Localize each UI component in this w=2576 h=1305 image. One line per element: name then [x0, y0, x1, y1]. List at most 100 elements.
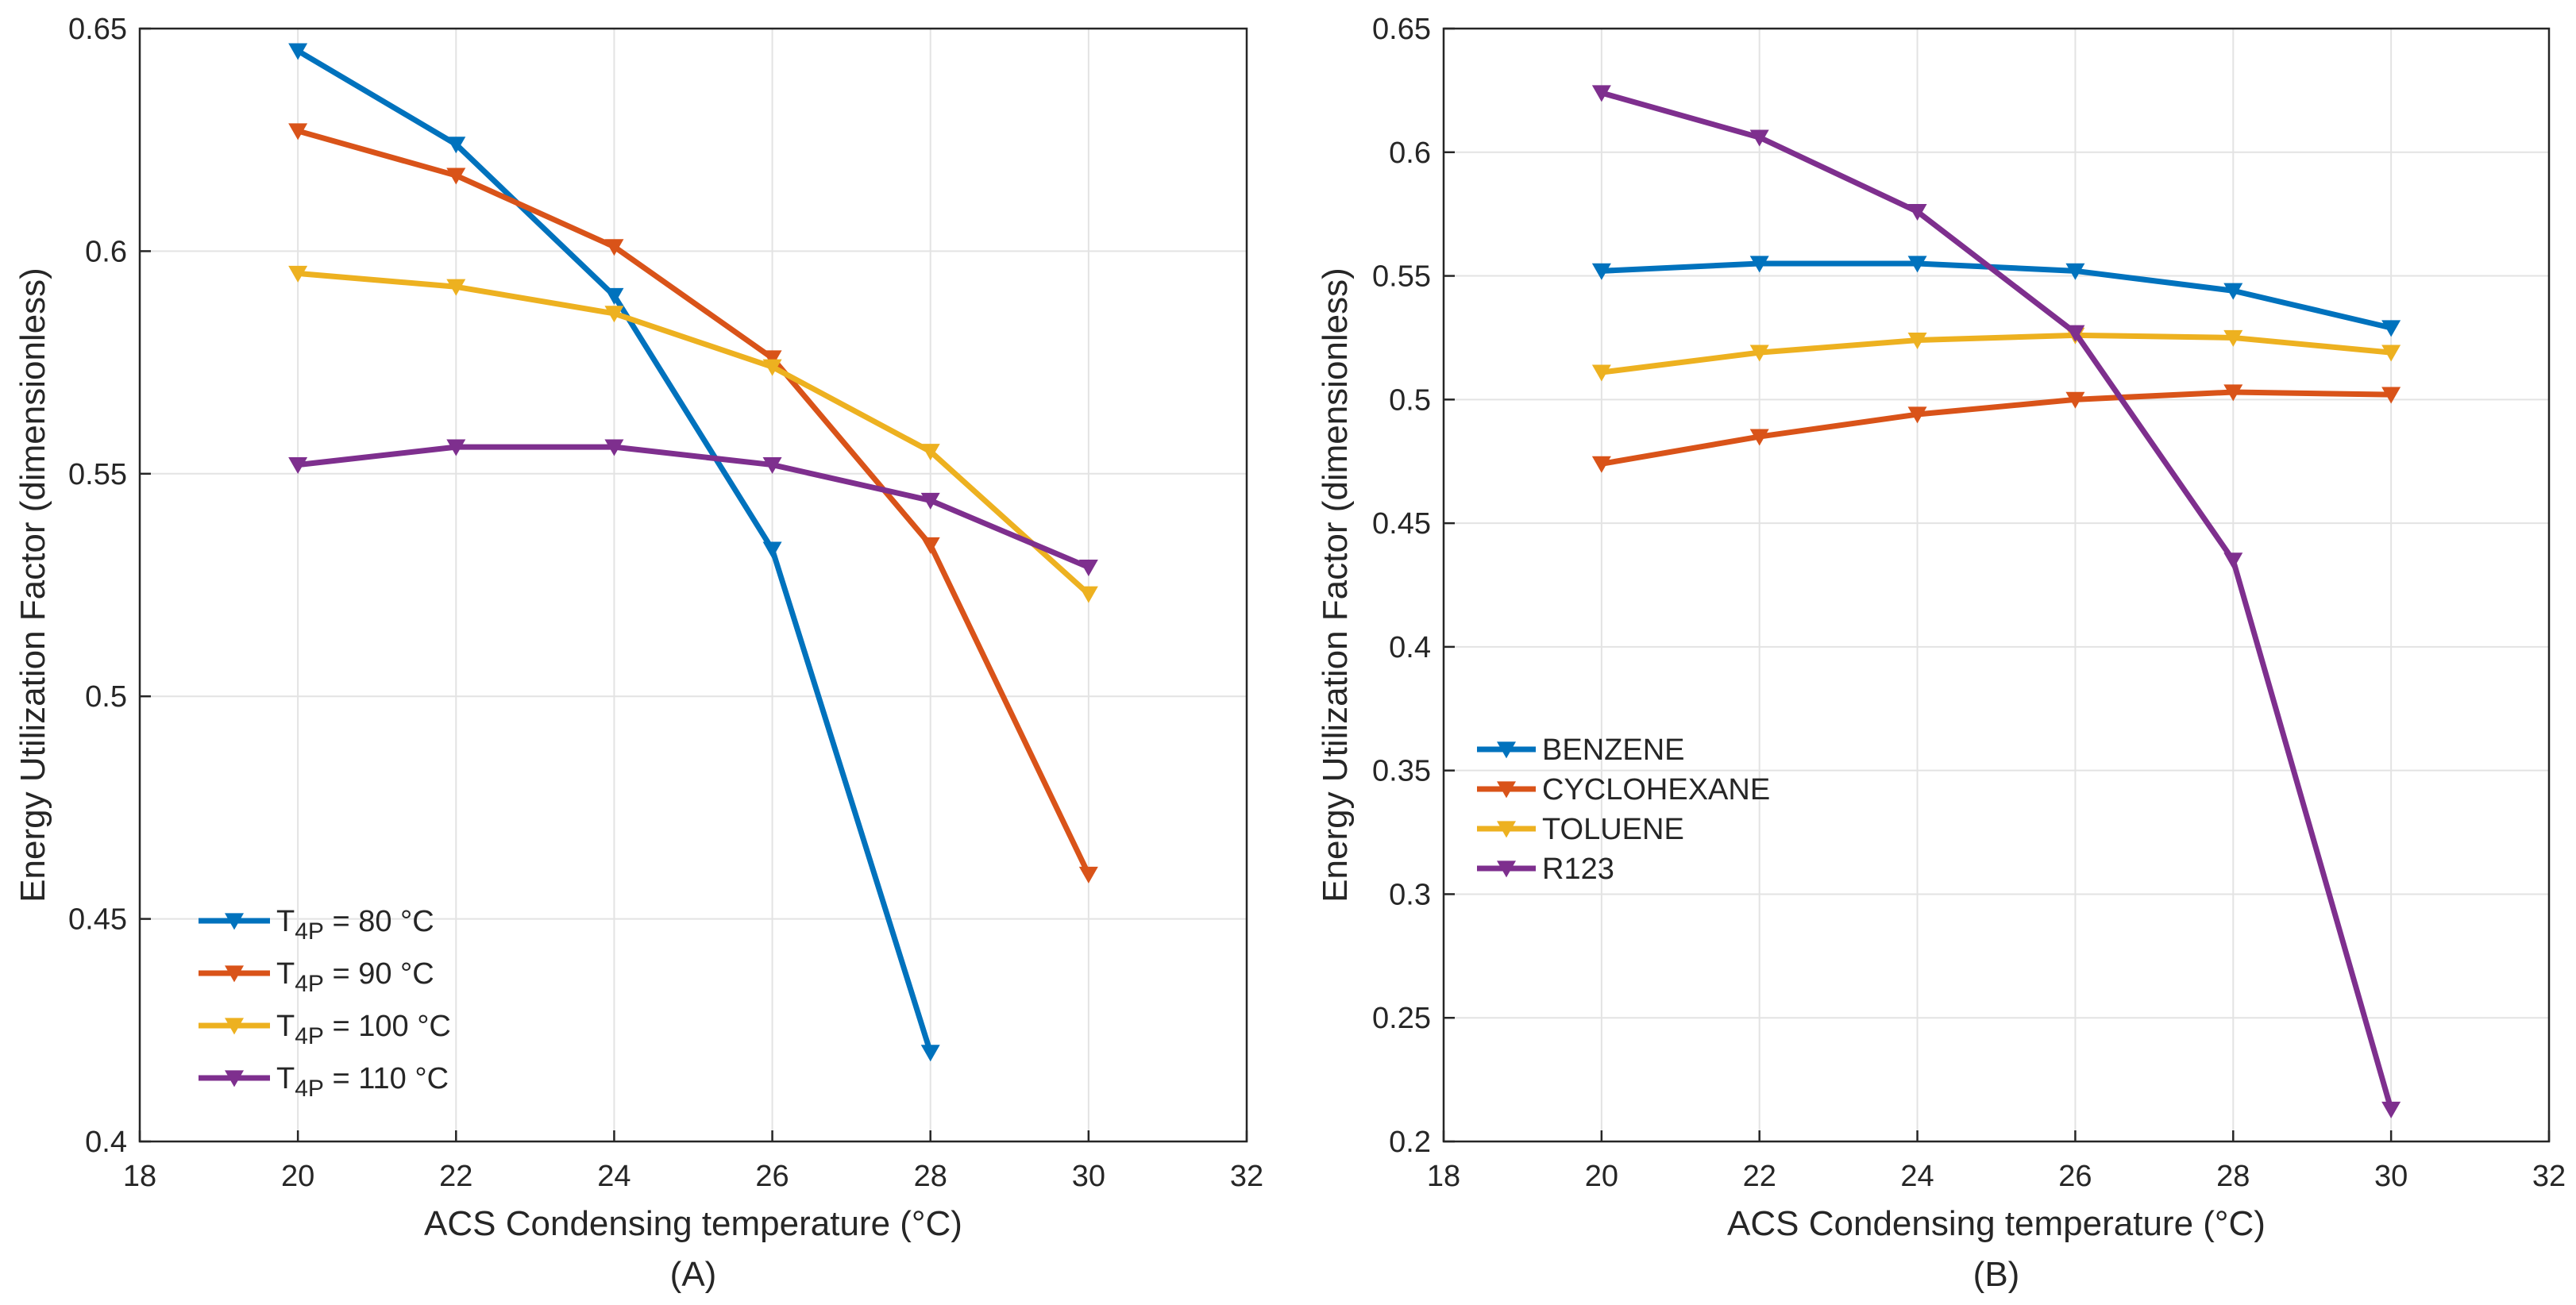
data-point-marker	[2223, 552, 2243, 570]
x-tick-label: 18	[123, 1160, 156, 1193]
series-line	[1598, 389, 2394, 467]
plot-area	[1444, 29, 2549, 1141]
x-tick-label: 18	[1427, 1160, 1460, 1193]
data-point-marker	[1591, 364, 1611, 382]
x-tick-label: 28	[914, 1160, 947, 1193]
legend-marker	[225, 1070, 244, 1088]
legend-entry-label: BENZENE	[1542, 733, 1684, 767]
y-tick-label: 0.5	[85, 680, 127, 714]
data-point-marker	[1749, 345, 1769, 362]
legend-entry-label: T4P = 110 °C	[276, 1062, 449, 1102]
axes-box	[138, 27, 1248, 1143]
legend-marker	[1497, 821, 1516, 838]
series-t4p-110-c	[288, 439, 1098, 576]
x-tick-label: 32	[2532, 1160, 2566, 1193]
y-tick-label: 0.5	[1389, 383, 1431, 417]
data-point-marker	[446, 279, 466, 296]
series-line	[295, 128, 1092, 878]
data-point-marker	[762, 541, 782, 559]
x-tick-label: 30	[1072, 1160, 1105, 1193]
x-tick-label: 22	[1743, 1160, 1776, 1193]
series-line	[1598, 90, 2394, 1112]
data-point-marker	[2381, 320, 2401, 337]
legend-entry-label: T4P = 80 °C	[276, 905, 434, 945]
data-point-marker	[288, 265, 308, 283]
y-tick-label: 0.2	[1389, 1126, 1431, 1159]
x-tick-label: 22	[439, 1160, 472, 1193]
series-r123	[1591, 85, 2401, 1118]
plot-area	[140, 29, 1247, 1141]
data-point-marker	[2065, 263, 2085, 280]
data-point-marker	[1078, 586, 1098, 603]
x-tick-label: 20	[1585, 1160, 1618, 1193]
series-t4p-100-c	[288, 265, 1098, 603]
data-point-marker	[1749, 429, 1769, 446]
data-point-marker	[2381, 345, 2401, 362]
data-point-marker	[1907, 203, 1927, 221]
data-point-marker	[1749, 129, 1769, 147]
x-axis-label: ACS Condensing temperature (°C)	[1727, 1204, 2266, 1243]
x-tick-label: 20	[281, 1160, 314, 1193]
y-tick-label: 0.45	[68, 903, 127, 937]
data-point-marker	[1078, 866, 1098, 883]
legend-entry-label: TOLUENE	[1542, 813, 1684, 846]
data-point-marker	[2381, 1101, 2401, 1118]
y-tick-label: 0.55	[68, 458, 127, 491]
series-t4p-80-c	[288, 43, 940, 1062]
series-cyclohexane	[1591, 384, 2401, 473]
series-t4p-90-c	[288, 123, 1098, 883]
data-point-marker	[2223, 384, 2243, 402]
data-point-marker	[762, 359, 782, 376]
x-tick-label: 28	[2216, 1160, 2250, 1193]
data-point-marker	[604, 439, 624, 456]
data-point-marker	[920, 444, 940, 461]
data-point-marker	[1591, 85, 1611, 102]
y-tick-label: 0.6	[1389, 137, 1431, 170]
y-tick-label: 0.65	[68, 13, 127, 46]
y-tick-label: 0.35	[1372, 755, 1431, 788]
data-point-marker	[2223, 283, 2243, 300]
y-axis-label: Energy Utilization Factor (dimensionless…	[13, 268, 52, 903]
legend-marker	[225, 965, 244, 983]
legend-marker	[1497, 781, 1516, 799]
data-point-marker	[2065, 325, 2085, 342]
legend-marker	[225, 913, 244, 930]
axes-box	[1442, 27, 2551, 1143]
data-point-marker	[1591, 263, 1611, 280]
data-point-marker	[2223, 329, 2243, 347]
legend: BENZENE CYCLOHEXANE TOLUENE R123	[1477, 733, 1770, 886]
data-point-marker	[1078, 559, 1098, 576]
chart-panel-b: 18 20 22 24 26 28 30 32 0.2 0.25 0.3 0.35 0.4 0.45 0.5…	[1316, 13, 2566, 1294]
legend-marker	[1497, 741, 1516, 759]
data-point-marker	[1591, 456, 1611, 473]
legend-entry-label: T4P = 90 °C	[276, 957, 434, 997]
series-line	[1598, 332, 2394, 375]
chart-panel-a: 18 20 22 24 26 28 30 32 0.4 0.45 0.5 0.55 0.6 0.65 ACS…	[13, 13, 1263, 1294]
x-tick-label: 24	[1900, 1160, 1934, 1193]
data-point-marker	[446, 439, 466, 456]
legend-marker	[1497, 860, 1516, 878]
data-point-marker	[604, 239, 624, 256]
data-point-marker	[920, 537, 940, 554]
x-tick-label: 32	[1230, 1160, 1263, 1193]
data-point-marker	[288, 123, 308, 141]
data-point-marker	[1749, 256, 1769, 273]
legend-entry-label: CYCLOHEXANE	[1542, 773, 1770, 806]
data-point-marker	[1907, 332, 1927, 349]
series-line	[295, 444, 1092, 571]
data-point-marker	[604, 287, 624, 305]
x-tick-label: 26	[755, 1160, 789, 1193]
data-point-marker	[920, 492, 940, 510]
y-axis-label: Energy Utilization Factor (dimensionless…	[1316, 268, 1355, 903]
series-benzene	[1591, 256, 2401, 337]
data-point-marker	[920, 1045, 940, 1062]
data-point-marker	[288, 456, 308, 474]
y-tick-label: 0.4	[1389, 631, 1431, 664]
legend-entry-label: T4P = 100 °C	[276, 1010, 451, 1049]
x-tick-label: 24	[597, 1160, 631, 1193]
legend-marker	[225, 1018, 244, 1035]
data-point-marker	[762, 350, 782, 368]
legend: T4P = 80 °C T4P = 90 °C T4P = 100 °C T4P = …	[199, 905, 451, 1102]
y-tick-label: 0.3	[1389, 878, 1431, 911]
y-tick-label: 0.25	[1372, 1002, 1431, 1035]
